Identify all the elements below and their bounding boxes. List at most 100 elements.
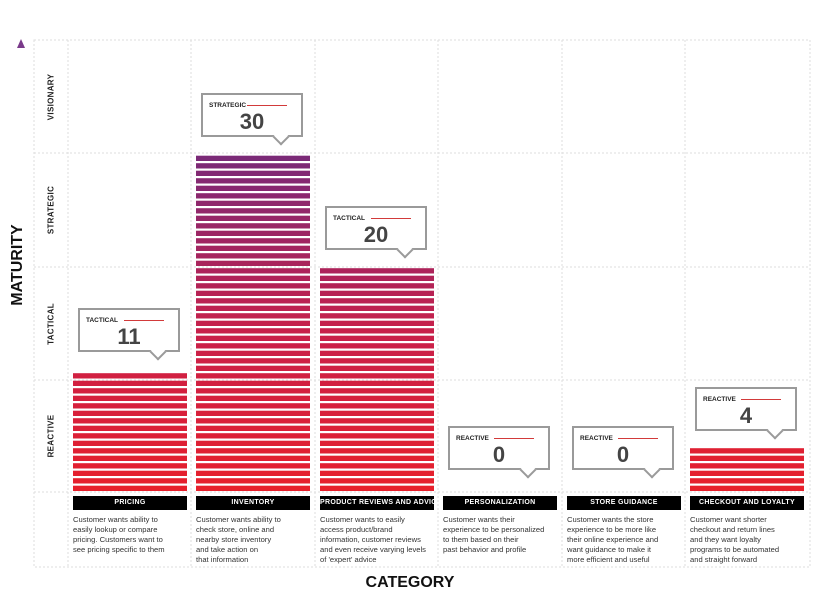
bar-stripe (320, 410, 434, 416)
callout-rule (618, 438, 658, 439)
callout-value: 20 (363, 222, 389, 247)
bar-stripe (320, 470, 434, 476)
value-callout: REACTIVE 0 (572, 426, 674, 470)
description-line: programs to be automated (690, 545, 780, 554)
bar-stripe (196, 365, 310, 371)
category-label: INVENTORY (196, 496, 310, 510)
bar-stripe (196, 433, 310, 439)
bar-stripe (320, 358, 434, 364)
bar-stripe (320, 320, 434, 326)
description-line: nearby store inventory (196, 535, 272, 544)
bar-stripe (196, 448, 310, 454)
bar-stripe (73, 395, 187, 401)
bar-stripe (320, 403, 434, 409)
callout-value: 30 (239, 109, 265, 134)
bar-stripe (196, 200, 310, 206)
bar-stripe (196, 193, 310, 199)
bar-stripe (320, 298, 434, 304)
bar-stripe (196, 328, 310, 334)
category-label: PRICING (73, 496, 187, 510)
bar-stripe (690, 463, 804, 469)
bar-stripe (320, 365, 434, 371)
bar-stripe (196, 485, 310, 491)
bar-stripe (73, 433, 187, 439)
bar-stripe (320, 455, 434, 461)
callout-value: 0 (492, 442, 506, 467)
bar-stripe (690, 448, 804, 454)
bar-stripe (196, 478, 310, 484)
value-callout: REACTIVE 4 (695, 386, 797, 431)
category-description: Customer wants their experience to be per… (443, 515, 555, 555)
bar-stripe (196, 290, 310, 296)
description-line: pricing. Customers want to (73, 535, 163, 544)
bar-stripe (73, 410, 187, 416)
callout-rule (741, 398, 781, 400)
bar-stripe (196, 380, 310, 386)
bar-stripe (320, 448, 434, 454)
bar-checkout-and-loyalty (690, 448, 804, 491)
bar-stripe (196, 155, 310, 161)
callout-value: 4 (739, 402, 753, 428)
callout-level-label: TACTICAL (86, 316, 119, 324)
bar-stripe (73, 485, 187, 491)
category-description: Customer want shorter checkout and return… (690, 515, 802, 565)
bar-stripe (196, 455, 310, 461)
bar-stripe (196, 313, 310, 319)
bar-stripe (196, 208, 310, 214)
bar-stripe (73, 373, 187, 379)
bar-stripe (320, 425, 434, 431)
bar-stripe (320, 478, 434, 484)
bar-stripe (196, 335, 310, 341)
callout-level-label: REACTIVE (456, 435, 489, 442)
bar-stripe (73, 403, 187, 409)
bar-stripe (320, 463, 434, 469)
description-line: and they want loyalty (690, 535, 761, 544)
plot-border (33, 39, 811, 568)
callout-rule (371, 218, 411, 219)
bar-stripe (320, 275, 434, 281)
description-line: Customer wants to easily (320, 515, 405, 524)
bar-stripe (196, 170, 310, 176)
bar-stripe (196, 350, 310, 356)
category-description: Customer wants ability to easily lookup o… (73, 515, 185, 555)
description-line: Customer want shorter (690, 515, 767, 524)
callout-level-label: STRATEGIC (209, 102, 247, 109)
bar-stripe (320, 485, 434, 491)
bar-stripe (73, 448, 187, 454)
callout-level-label: REACTIVE (580, 435, 613, 442)
bars (73, 155, 804, 491)
level-label-text: TACTICAL (46, 302, 56, 345)
bar-stripe (196, 230, 310, 236)
value-callout: TACTICAL 20 (325, 206, 427, 250)
description-line: of 'expert' advice (320, 555, 377, 564)
bar-stripe (196, 358, 310, 364)
description-line: see pricing specific to them (73, 545, 165, 554)
bar-stripe (196, 410, 310, 416)
bar-stripe (196, 320, 310, 326)
description-line: check store, online and (196, 525, 275, 534)
bar-stripe (196, 260, 310, 266)
bar-stripe (196, 470, 310, 476)
bar-stripe (320, 283, 434, 289)
bar-inventory (196, 155, 310, 491)
level-label-text: STRATEGIC (46, 185, 56, 235)
value-callout: REACTIVE 0 (448, 426, 550, 470)
bar-stripe (196, 305, 310, 311)
bar-stripe (196, 425, 310, 431)
bar-stripe (196, 463, 310, 469)
bar-stripe (320, 433, 434, 439)
description-line: their online experience and (567, 535, 659, 544)
bar-stripe (320, 380, 434, 386)
bar-stripe (320, 335, 434, 341)
level-label-text: VISIONARY (46, 73, 56, 120)
bar-stripe (196, 163, 310, 169)
bar-stripe (320, 328, 434, 334)
bar-stripe (196, 238, 310, 244)
category-label: CHECKOUT AND LOYALTY (690, 496, 804, 510)
bar-stripe (196, 403, 310, 409)
bar-pricing (73, 373, 187, 491)
bar-stripe (196, 268, 310, 274)
bar-stripe (320, 313, 434, 319)
description-line: easily lookup or compare (73, 525, 158, 534)
bar-stripe (196, 253, 310, 259)
